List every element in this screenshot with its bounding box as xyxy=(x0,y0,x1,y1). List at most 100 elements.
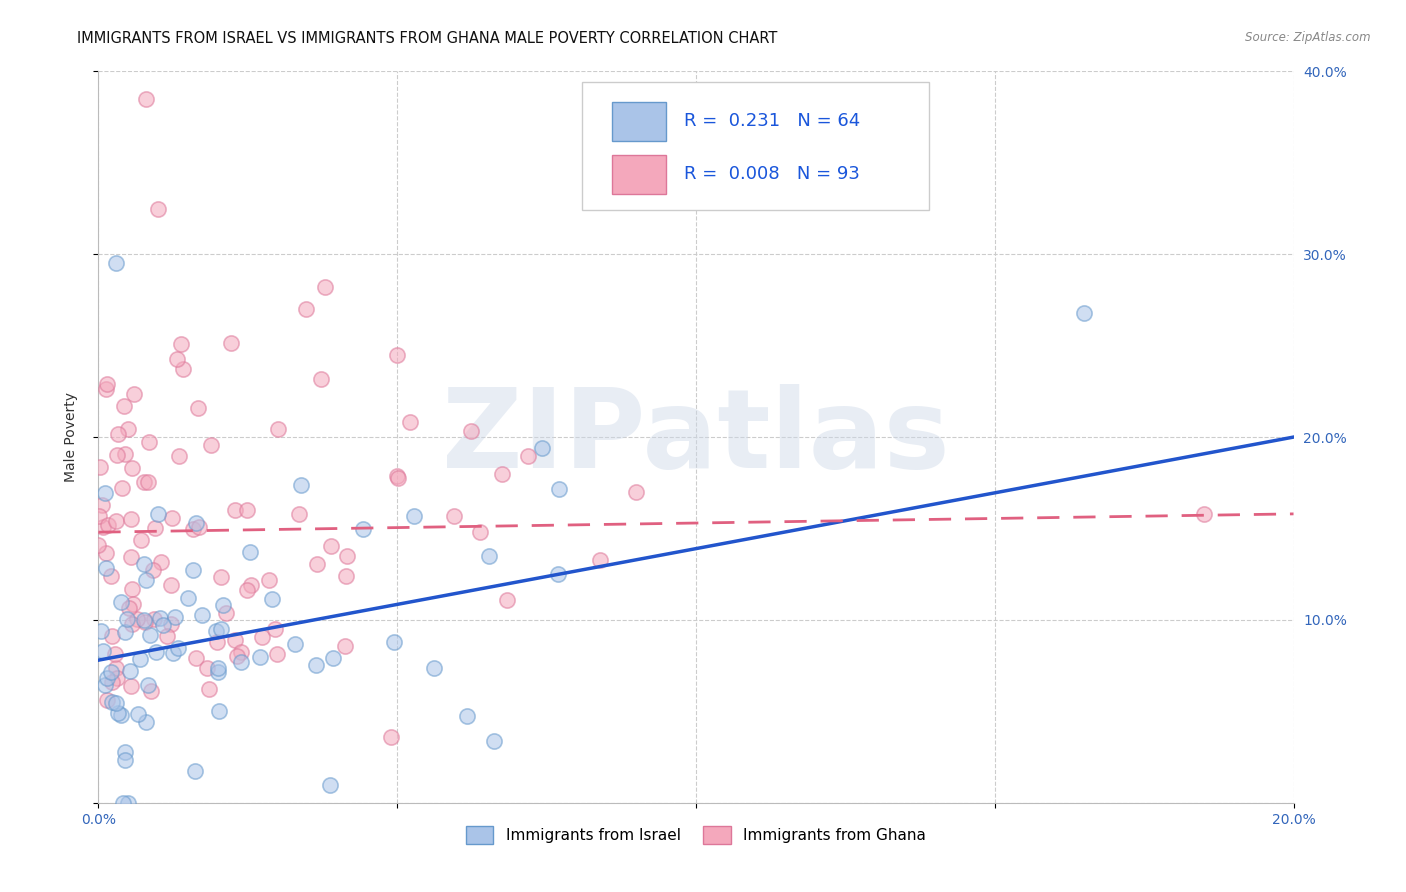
Point xyxy=(141,683,163,698)
Point xyxy=(104,647,127,661)
Point xyxy=(105,661,128,675)
Point xyxy=(173,362,195,376)
Point xyxy=(224,502,246,516)
Point xyxy=(135,92,157,106)
Point xyxy=(496,593,519,607)
Point xyxy=(167,450,190,464)
Point xyxy=(152,618,174,632)
Point xyxy=(122,386,145,401)
Point xyxy=(105,671,128,685)
Point xyxy=(96,382,118,396)
Point xyxy=(127,612,149,626)
Point xyxy=(287,507,309,521)
FancyBboxPatch shape xyxy=(613,102,666,141)
Text: ZIPatlas: ZIPatlas xyxy=(441,384,950,491)
Point xyxy=(183,563,205,577)
Point xyxy=(443,509,465,524)
Point xyxy=(149,611,172,625)
Point xyxy=(252,630,274,644)
Text: R =  0.008   N = 93: R = 0.008 N = 93 xyxy=(685,165,860,184)
Point xyxy=(96,671,118,685)
Point xyxy=(121,616,143,631)
Point xyxy=(322,651,344,665)
Legend: Immigrants from Israel, Immigrants from Ghana: Immigrants from Israel, Immigrants from … xyxy=(460,820,932,850)
Point xyxy=(385,348,409,362)
Point xyxy=(460,425,482,439)
Point xyxy=(121,461,143,475)
Point xyxy=(208,704,231,718)
Point xyxy=(110,708,132,723)
Point xyxy=(135,573,157,587)
Point xyxy=(249,650,271,665)
Point xyxy=(132,613,155,627)
Point xyxy=(138,434,160,449)
Point xyxy=(120,512,142,526)
Point xyxy=(89,460,111,475)
Point xyxy=(219,336,242,351)
Point xyxy=(91,520,114,534)
Point xyxy=(114,745,136,759)
Point xyxy=(114,753,136,767)
Point xyxy=(187,401,209,415)
Point xyxy=(205,635,228,649)
Point xyxy=(264,623,287,637)
Text: Source: ZipAtlas.com: Source: ZipAtlas.com xyxy=(1246,31,1371,45)
Point xyxy=(402,509,425,524)
Point xyxy=(96,376,118,391)
FancyBboxPatch shape xyxy=(613,155,666,194)
Point xyxy=(239,544,262,558)
Point xyxy=(118,601,141,615)
Point xyxy=(200,438,222,452)
Point xyxy=(166,351,188,366)
Point xyxy=(100,665,122,679)
Point xyxy=(93,486,115,500)
Point xyxy=(186,516,208,530)
Point xyxy=(134,475,156,489)
Point xyxy=(260,592,283,607)
Point xyxy=(117,422,139,436)
Point xyxy=(162,646,184,660)
Point xyxy=(530,441,553,455)
Point xyxy=(89,509,111,524)
Point xyxy=(517,449,540,463)
Point xyxy=(478,549,501,563)
Point xyxy=(117,796,139,810)
Point xyxy=(456,708,478,723)
Point xyxy=(159,577,181,591)
Point xyxy=(143,612,166,626)
Point xyxy=(120,549,142,564)
Point xyxy=(160,511,183,525)
Point xyxy=(548,482,571,496)
Point xyxy=(110,481,132,495)
Point xyxy=(121,582,143,597)
Point xyxy=(90,624,112,638)
Point xyxy=(167,641,190,656)
Point xyxy=(236,503,259,517)
Point xyxy=(589,552,612,566)
Point xyxy=(225,648,247,663)
Point xyxy=(184,651,207,665)
Point xyxy=(104,697,127,711)
Point xyxy=(236,582,259,597)
Point xyxy=(198,681,221,696)
Point xyxy=(195,661,218,675)
Point xyxy=(1192,507,1215,521)
Point xyxy=(114,447,136,461)
FancyBboxPatch shape xyxy=(582,82,929,211)
Point xyxy=(139,628,162,642)
Point xyxy=(231,655,253,669)
Point xyxy=(307,557,329,571)
Point xyxy=(115,612,138,626)
Point xyxy=(215,607,238,621)
Point xyxy=(547,567,569,582)
Point xyxy=(122,597,145,611)
Point xyxy=(335,568,357,582)
Point xyxy=(319,778,342,792)
Point xyxy=(145,521,167,535)
Point xyxy=(188,520,211,534)
Point xyxy=(482,734,505,748)
Point xyxy=(101,629,124,643)
Point xyxy=(127,707,149,722)
Point xyxy=(229,645,252,659)
Point xyxy=(266,647,288,661)
